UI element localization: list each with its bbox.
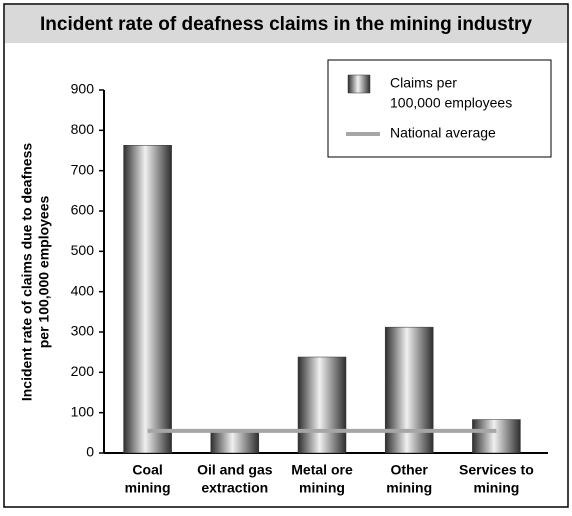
y-tick-label: 0 (86, 444, 94, 460)
y-tick-label: 800 (71, 121, 95, 137)
chart-title: Incident rate of deafness claims in the … (40, 14, 532, 35)
legend-box (327, 59, 552, 158)
y-tick-label: 100 (71, 403, 95, 419)
x-tick-label: Oil and gas (197, 462, 273, 478)
bar (297, 356, 347, 454)
legend-label: Claims per (390, 75, 457, 91)
x-tick-label: Other (391, 462, 429, 478)
x-tick-label: Services to (459, 462, 534, 478)
y-tick-label: 900 (71, 81, 95, 97)
y-tick-label: 500 (71, 242, 95, 258)
legend-label: 100,000 employees (390, 95, 512, 111)
bar (210, 430, 260, 454)
y-label-line: Incident rate of claims due to deafness (19, 143, 35, 402)
y-label-line: per 100,000 employees (36, 196, 52, 349)
y-tick-label: 400 (71, 282, 95, 298)
y-axis-label: Incident rate of claims due to deafness … (19, 143, 52, 402)
legend-label: National average (390, 125, 496, 141)
x-tick-label: mining (386, 480, 432, 496)
bar (384, 326, 434, 454)
x-tick-label: extraction (201, 480, 268, 496)
x-tick-label: Coal (132, 462, 162, 478)
title-bar (5, 5, 567, 43)
x-tick-label: mining (125, 480, 171, 496)
legend-swatch (347, 74, 371, 94)
bar (123, 145, 172, 454)
y-tick-label: 300 (71, 323, 95, 339)
x-tick-label: mining (473, 480, 519, 496)
y-tick-label: 600 (71, 202, 95, 218)
bar (472, 419, 521, 454)
y-tick-label: 700 (71, 161, 95, 177)
x-tick-label: Metal ore (291, 462, 353, 478)
x-tick-label: mining (299, 480, 345, 496)
y-tick-label: 200 (71, 363, 95, 379)
